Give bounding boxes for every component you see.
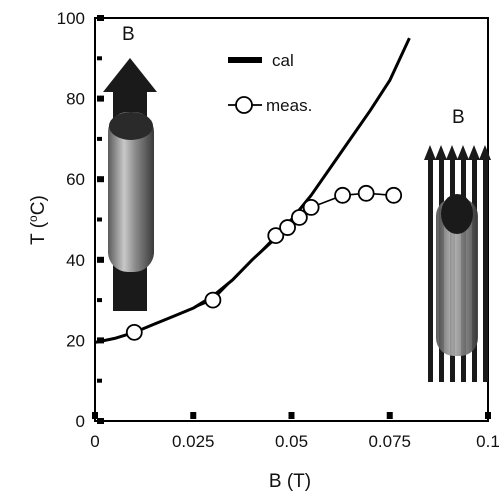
y-tick-mark <box>97 256 104 263</box>
y-tick-label: 60 <box>66 170 85 189</box>
y-tick-label: 80 <box>66 90 85 109</box>
data-layer <box>94 37 411 344</box>
x-tick-label: 0 <box>90 432 99 451</box>
x-tick-mark <box>190 412 197 419</box>
inset-right-label: B <box>452 107 465 128</box>
series-meas-point <box>204 291 222 309</box>
x-tick-mark <box>92 412 98 419</box>
inset-right-cylinder <box>436 198 478 356</box>
y-tick-label: 0 <box>76 412 85 431</box>
y-axis-title: T (oC) <box>26 195 49 245</box>
inset-left-label: B <box>122 24 135 45</box>
x-tick-label: 0.1 <box>476 432 500 451</box>
y-tick-label: 100 <box>57 9 85 28</box>
series-meas-point <box>302 199 320 216</box>
x-axis-title: B (T) <box>269 471 311 492</box>
y-tick-mark <box>97 176 104 183</box>
y-minor-tick <box>97 56 102 61</box>
series-meas-line <box>133 192 394 334</box>
legend-meas-marker <box>235 96 253 114</box>
x-tick-label: 0.05 <box>275 432 308 451</box>
inset-right: B <box>424 107 491 382</box>
series-meas-point <box>334 186 351 204</box>
x-tick-mark <box>288 412 295 419</box>
series-meas-point <box>267 227 285 245</box>
y-tick-label: 40 <box>66 251 85 270</box>
legend-meas-label: meas. <box>266 96 312 115</box>
y-minor-tick <box>97 378 102 383</box>
axis-layer: 0 0.025 0.05 0.075 0.1 0 20 40 60 80 100 <box>57 9 500 451</box>
series-meas-point <box>385 186 403 204</box>
inset-right-cylinder-top <box>441 194 473 234</box>
legend-cal-label: cal <box>272 51 294 70</box>
series-meas-point <box>290 209 308 226</box>
series-meas-point <box>357 184 375 202</box>
x-tick-mark <box>386 412 393 419</box>
y-tick-mark <box>97 15 104 21</box>
y-minor-tick <box>97 217 102 222</box>
y-tick-mark <box>97 337 104 344</box>
y-tick-label: 20 <box>66 331 85 350</box>
y-tick-mark <box>97 95 104 102</box>
x-tick-label: 0.075 <box>368 432 411 451</box>
series-meas-point <box>125 323 143 341</box>
y-tick-mark <box>97 418 104 424</box>
inset-left-cylinder <box>108 112 154 272</box>
inset-left: B <box>103 24 157 311</box>
y-minor-tick <box>97 136 102 141</box>
x-tick-label: 0.025 <box>172 432 215 451</box>
y-minor-tick <box>97 298 102 303</box>
series-meas-point <box>279 219 296 236</box>
x-tick-mark <box>485 412 491 419</box>
inset-left-arrow-head <box>103 58 157 92</box>
legend: cal meas. <box>228 51 312 115</box>
inset-left-cylinder-top <box>109 112 153 140</box>
